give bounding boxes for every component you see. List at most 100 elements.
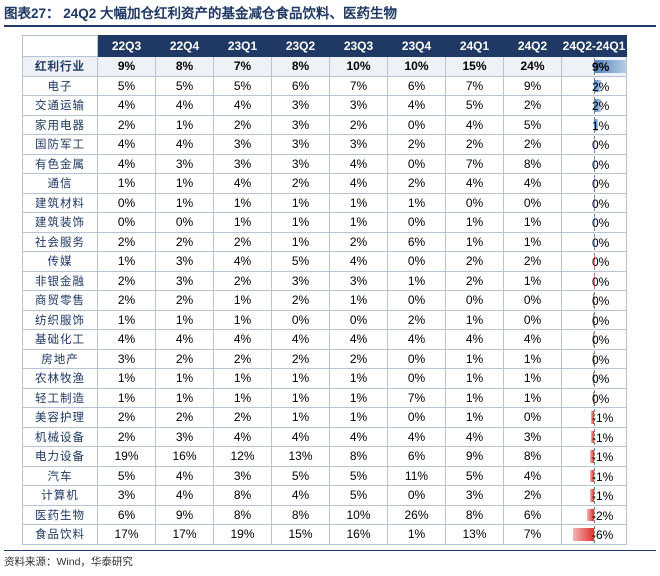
value-cell: 7%	[387, 387, 446, 408]
value-cell: 3%	[213, 134, 272, 155]
change-cell: 9%	[561, 56, 627, 77]
value-cell: 11%	[387, 465, 446, 486]
change-bar-area: 0%	[563, 253, 626, 270]
table-row: 电子 5% 5% 5% 6% 7% 6% 7% 9% 2%	[22, 75, 627, 96]
change-cell: 0%	[561, 251, 627, 272]
value-cell: 8%	[445, 504, 504, 525]
value-cell: 2%	[97, 426, 156, 447]
value-cell: 1%	[445, 231, 504, 252]
column-header: 23Q4	[387, 35, 446, 57]
change-label: -1%	[592, 411, 614, 425]
value-cell: 0%	[97, 212, 156, 233]
value-cell: 4%	[97, 95, 156, 116]
value-cell: 4%	[329, 251, 388, 272]
value-cell: 7%	[503, 524, 562, 545]
value-cell: 7%	[213, 56, 272, 77]
value-cell: 9%	[445, 446, 504, 467]
value-cell: 1%	[97, 251, 156, 272]
value-cell: 1%	[445, 348, 504, 369]
value-cell: 6%	[387, 231, 446, 252]
industry-name: 通信	[22, 173, 98, 194]
table-row: 房地产 3% 2% 2% 2% 2% 0% 1% 1% 0%	[22, 348, 627, 369]
change-label: 0%	[592, 157, 610, 172]
zero-axis	[594, 409, 595, 426]
value-cell: 2%	[271, 290, 330, 311]
value-cell: 3%	[155, 270, 214, 291]
value-cell: 5%	[329, 465, 388, 486]
industry-name: 建筑材料	[22, 192, 98, 213]
change-cell: 0%	[561, 231, 627, 252]
change-cell: 0%	[561, 348, 627, 369]
value-cell: 1%	[155, 387, 214, 408]
change-bar-area: 1%	[563, 116, 626, 133]
value-cell: 1%	[213, 387, 272, 408]
value-cell: 16%	[329, 524, 388, 545]
value-cell: 19%	[97, 446, 156, 467]
change-bar-area: 9%	[563, 58, 626, 75]
change-cell: -2%	[561, 504, 627, 525]
value-cell: 1%	[271, 231, 330, 252]
value-cell: 13%	[271, 446, 330, 467]
industry-name: 交通运输	[22, 95, 98, 116]
industry-name: 计算机	[22, 485, 98, 506]
table-row: 医药生物 6% 9% 8% 8% 10% 26% 8% 6% -2%	[22, 504, 627, 525]
negative-change-bar	[593, 313, 595, 326]
value-cell: 9%	[155, 504, 214, 525]
negative-change-bar	[590, 469, 594, 482]
value-cell: 4%	[445, 426, 504, 447]
value-cell: 2%	[213, 348, 272, 369]
change-label: 2%	[592, 99, 610, 113]
value-cell: 7%	[445, 153, 504, 174]
change-label: -2%	[592, 508, 614, 523]
change-bar-area: 2%	[563, 77, 626, 94]
change-bar-area: 2%	[563, 97, 626, 114]
industry-name: 纺织服饰	[22, 309, 98, 330]
value-cell: 24%	[503, 56, 562, 77]
value-cell: 2%	[329, 231, 388, 252]
table-row: 农林牧渔 1% 1% 1% 1% 1% 0% 1% 1% 0%	[22, 368, 627, 389]
value-cell: 3%	[329, 95, 388, 116]
value-cell: 2%	[213, 114, 272, 135]
change-bar-area: -2%	[563, 506, 626, 523]
value-cell: 0%	[387, 407, 446, 428]
value-cell: 5%	[329, 485, 388, 506]
industry-name: 商贸零售	[22, 290, 98, 311]
value-cell: 1%	[213, 309, 272, 330]
negative-change-bar	[586, 508, 594, 521]
value-cell: 5%	[155, 75, 214, 96]
value-cell: 2%	[155, 407, 214, 428]
change-bar-area: 0%	[563, 389, 626, 406]
value-cell: 4%	[445, 173, 504, 194]
value-cell: 4%	[97, 153, 156, 174]
industry-name: 家用电器	[22, 114, 98, 135]
change-cell: 0%	[561, 387, 627, 408]
value-cell: 4%	[213, 95, 272, 116]
value-cell: 3%	[329, 134, 388, 155]
change-label: -6%	[592, 528, 614, 542]
value-cell: 2%	[213, 231, 272, 252]
value-cell: 0%	[387, 485, 446, 506]
value-cell: 5%	[503, 114, 562, 135]
value-cell: 5%	[271, 251, 330, 272]
value-cell: 3%	[97, 348, 156, 369]
value-cell: 3%	[271, 95, 330, 116]
value-cell: 4%	[329, 329, 388, 350]
change-label: -1%	[592, 489, 614, 503]
industry-name: 电力设备	[22, 446, 98, 467]
change-bar-area: -1%	[563, 448, 626, 465]
value-cell: 3%	[271, 153, 330, 174]
value-cell: 4%	[387, 95, 446, 116]
negative-change-bar	[592, 352, 594, 365]
value-cell: 1%	[213, 212, 272, 233]
value-cell: 17%	[155, 524, 214, 545]
value-cell: 1%	[445, 309, 504, 330]
table-row: 家用电器 2% 1% 2% 3% 2% 0% 4% 5% 1%	[22, 114, 627, 135]
positive-change-bar	[594, 79, 602, 92]
industry-name: 国防军工	[22, 134, 98, 155]
change-label: 0%	[592, 255, 610, 269]
industry-name: 机械设备	[22, 426, 98, 447]
value-cell: 5%	[271, 465, 330, 486]
change-label: -1%	[592, 430, 614, 445]
industry-name: 电子	[22, 75, 98, 96]
industry-name: 建筑装饰	[22, 212, 98, 233]
